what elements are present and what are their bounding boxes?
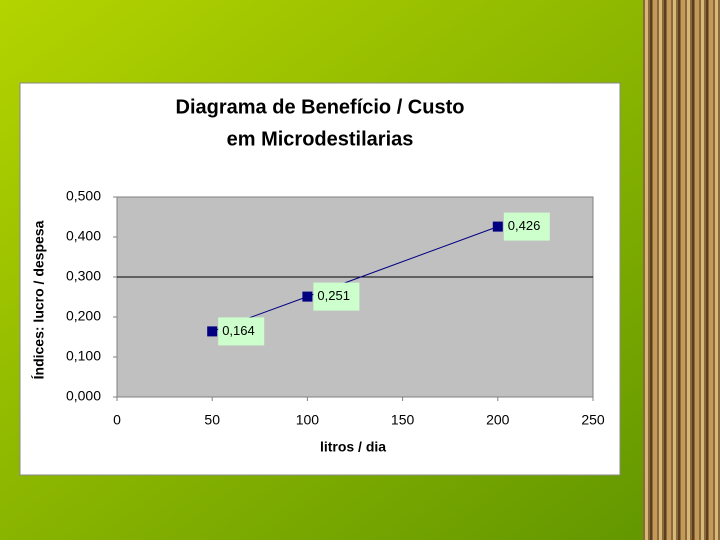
y-tick-label: 0,100: [66, 348, 101, 364]
x-tick-label: 150: [391, 412, 415, 428]
y-tick-label: 0,000: [66, 388, 101, 404]
x-axis-label: litros / dia: [320, 439, 386, 455]
y-tick-label: 0,200: [66, 308, 101, 324]
x-tick-label: 100: [296, 412, 320, 428]
chart-title: Diagrama de Benefício / Custo: [176, 96, 465, 118]
x-tick-label: 0: [113, 412, 121, 428]
label-box: [218, 317, 265, 346]
data-label: 0,426: [508, 218, 541, 233]
label-box: [313, 282, 360, 311]
y-tick-label: 0,400: [66, 228, 101, 244]
marker: [492, 221, 503, 232]
chart-subtitle: em Microdestilarias: [227, 128, 414, 150]
marker: [302, 291, 313, 302]
y-axis-label: Índices: lucro / despesa: [31, 220, 47, 379]
straw-image: [643, 0, 720, 540]
y-tick-label: 0,300: [66, 268, 101, 284]
x-tick-label: 250: [581, 412, 605, 428]
x-tick-label: 200: [486, 412, 510, 428]
marker: [207, 326, 218, 337]
label-box: [503, 212, 550, 241]
data-label: 0,251: [317, 288, 350, 303]
x-tick-label: 50: [204, 412, 220, 428]
data-label: 0,164: [222, 323, 255, 338]
y-tick-label: 0,500: [66, 188, 101, 204]
